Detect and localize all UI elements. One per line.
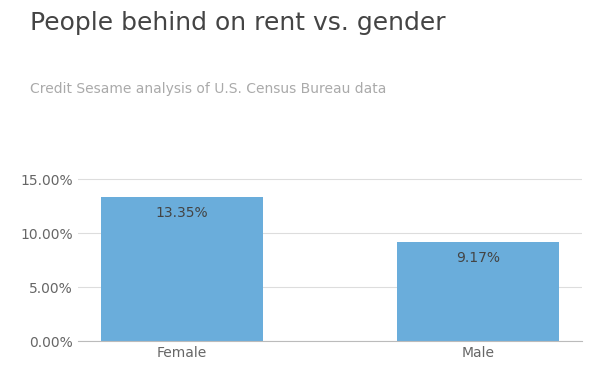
- Text: People behind on rent vs. gender: People behind on rent vs. gender: [30, 11, 446, 35]
- Text: 9.17%: 9.17%: [456, 251, 500, 265]
- Bar: [101, 197, 263, 341]
- Bar: [397, 242, 559, 341]
- Text: 13.35%: 13.35%: [156, 206, 209, 220]
- Text: Credit Sesame analysis of U.S. Census Bureau data: Credit Sesame analysis of U.S. Census Bu…: [30, 82, 386, 96]
